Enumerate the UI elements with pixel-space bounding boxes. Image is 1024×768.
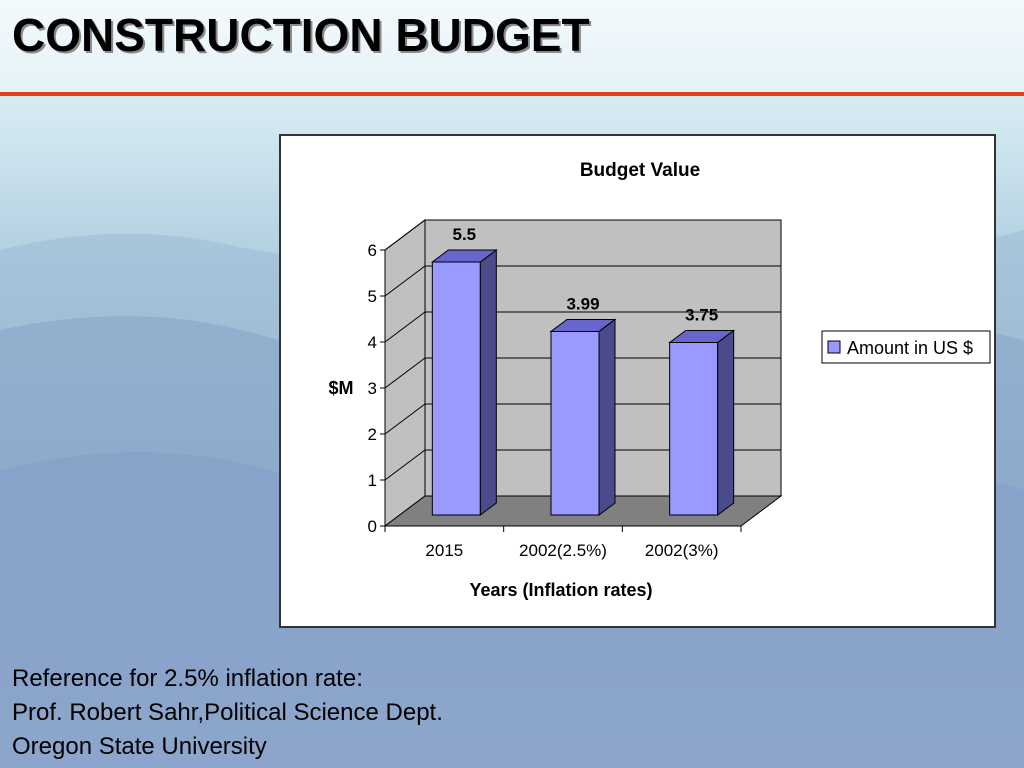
legend-swatch [827, 340, 841, 354]
y-tick-label: 6 [368, 241, 377, 260]
y-axis-title: $M [328, 378, 353, 398]
data-label: 5.5 [453, 225, 477, 244]
y-tick-label: 3 [368, 379, 377, 398]
reference-footnote: Reference for 2.5% inflation rate: Prof.… [12, 662, 443, 764]
bar [668, 329, 736, 516]
title-bar: CONSTRUCTION BUDGET [0, 0, 1024, 92]
y-tick-label: 4 [368, 333, 377, 352]
legend: Amount in US $ [821, 330, 991, 364]
gridline [384, 219, 426, 251]
bar [549, 318, 617, 516]
gridline [384, 357, 426, 389]
bar-top [668, 330, 736, 343]
bar-top [549, 318, 617, 332]
x-tick-label: 2002(3%) [645, 541, 719, 560]
bar-front [550, 330, 600, 516]
title-divider [0, 92, 1024, 96]
bar-front [669, 342, 719, 516]
gridline [384, 311, 426, 343]
y-tick-label: 1 [368, 471, 377, 490]
gridline [384, 449, 426, 481]
footnote-line: Prof. Robert Sahr,Political Science Dept… [12, 699, 443, 726]
chart-title: Budget Value [580, 160, 700, 181]
footnote-line: Oregon State University [12, 733, 267, 760]
bar-side [479, 249, 497, 516]
y-tick-label: 5 [368, 287, 377, 306]
data-label: 3.75 [685, 306, 718, 325]
bar [430, 249, 498, 516]
y-tick-label: 2 [368, 425, 377, 444]
gridline [384, 265, 426, 297]
chart-bars [430, 249, 736, 516]
chart-labels: 5.5 3.99 3.75 [453, 225, 719, 325]
y-tick-label: 0 [368, 517, 377, 536]
x-tick-label: 2015 [425, 541, 463, 560]
legend-box [821, 330, 991, 364]
chart-axes: 0 1 2 3 4 5 6 2015 2002(2.5%) 2002(3%) [368, 241, 742, 560]
x-tick-label: 2002(2.5%) [519, 541, 607, 560]
footnote-line: Reference for 2.5% inflation rate: [12, 665, 363, 692]
gridline [384, 403, 426, 435]
chart-frame: 0 1 2 3 4 5 6 2015 2002(2.5%) 2002(3%) 5.5 3.99 3.7… [279, 134, 996, 628]
x-axis-title: Years (Inflation rates) [469, 580, 652, 600]
bar-front [431, 261, 481, 516]
data-label: 3.99 [566, 294, 599, 313]
bar-top [430, 249, 498, 263]
bar-side [717, 329, 735, 516]
budget-chart: 0 1 2 3 4 5 6 2015 2002(2.5%) 2002(3%) 5.5 3.99 3.7… [328, 160, 991, 600]
bar-side [598, 318, 616, 516]
slide-title: CONSTRUCTION BUDGET [12, 9, 590, 61]
legend-label: Amount in US $ [847, 338, 973, 358]
